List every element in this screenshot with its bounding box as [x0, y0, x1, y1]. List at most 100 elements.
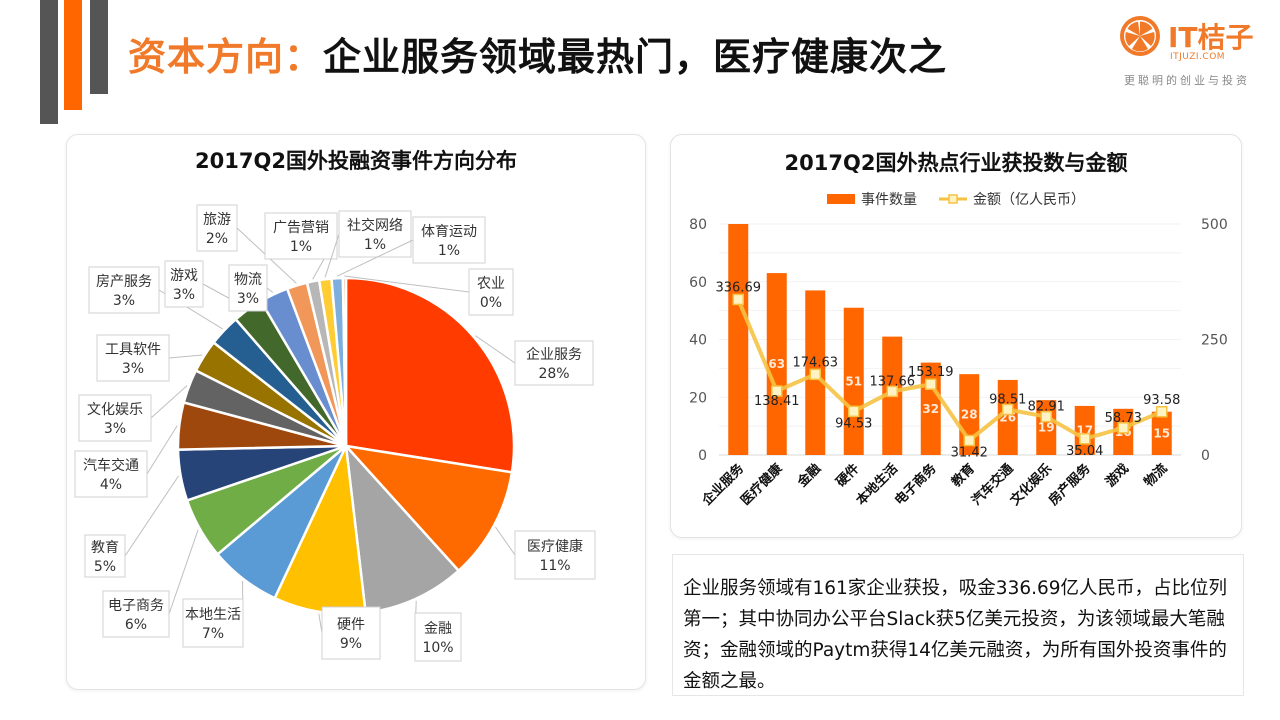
pie-label-name: 本地生活 [185, 607, 241, 623]
line-marker [1156, 406, 1168, 418]
pie-leader-line [318, 613, 323, 634]
x-category-label: 教育 [948, 461, 978, 491]
pie-label-name: 农业 [477, 276, 505, 292]
pie-chart-panel: 2017Q2国外投融资事件方向分布 企业服务 28% 医疗健康 11% 金融 10% 硬件 9… [66, 134, 646, 690]
pie-slice [342, 444, 514, 573]
legend-label-count: 事件数量 [861, 192, 917, 208]
line-marker [1117, 422, 1129, 434]
pie-leader-line [344, 275, 470, 293]
line-marker [886, 385, 898, 398]
line-value-label: 35.04 [1066, 444, 1103, 459]
pie-label-box [514, 530, 596, 580]
page-title: 资本方向：企业服务领域最热门，医疗健康次之 [128, 26, 947, 81]
pie-label-percent: 4% [100, 477, 122, 493]
line-value-label: 153.19 [908, 365, 954, 380]
pie-label-percent: 5% [94, 559, 116, 575]
line-marker [848, 405, 860, 418]
pie-chart: 企业服务 28% 医疗健康 11% 金融 10% 硬件 9% 本地生活 7% 电子商务 6% 教育 5% 汽… [74, 204, 596, 662]
legend-item-amount: 金额（亿人民币） [939, 189, 1085, 209]
logo-name: IT桔子 [1168, 21, 1254, 54]
summary-text: 企业服务领域有161家企业获投，吸金336.69亿人民币，占比位列第一；其中协同… [672, 554, 1244, 696]
pie-leader-line [266, 287, 274, 293]
pie-label-box [468, 268, 514, 316]
bar [766, 273, 787, 455]
pie-label-percent: 6% [125, 617, 147, 633]
x-category-label: 游戏 [1102, 461, 1132, 491]
line-value-label: 93.58 [1143, 393, 1180, 408]
legend-item-count: 事件数量 [827, 189, 917, 209]
bar-chart-title: 2017Q2国外热点行业获投数与金额 [784, 151, 1128, 175]
line-marker [1002, 403, 1014, 416]
pie-label-box [74, 450, 148, 498]
decoration-bar-orange [64, 0, 82, 110]
y-left-tick-label: 60 [689, 275, 707, 291]
y-left-tick-label: 20 [689, 390, 707, 406]
y-left-tick-label: 40 [689, 333, 707, 349]
pie-label-name: 企业服务 [526, 346, 582, 363]
pie-leader-line [168, 354, 203, 359]
pie-label-name: 社交网络 [347, 217, 403, 234]
pie-leader-line [495, 526, 516, 556]
bar-value-label: 19 [1038, 421, 1055, 435]
pie-label-name: 工具软件 [105, 342, 161, 358]
bar-value-label: 28 [961, 408, 978, 422]
line-value-label: 138.41 [754, 394, 800, 409]
pie-label-box [182, 598, 244, 648]
line-value-label: 137.66 [870, 374, 916, 389]
pie-label-box [228, 264, 268, 312]
pie-leader-line [150, 385, 188, 419]
pie-chart-title: 2017Q2国外投融资事件方向分布 [195, 149, 517, 173]
x-category-label: 医疗健康 [737, 460, 786, 509]
y-right-tick-label: 0 [1201, 448, 1210, 464]
page-title-main: 企业服务领域最热门，医疗健康次之 [323, 35, 948, 79]
pie-label-name: 游戏 [170, 268, 198, 284]
legend-line-swatch [939, 194, 967, 204]
x-category-label: 硬件 [833, 461, 863, 491]
pie-label-box [78, 394, 152, 442]
decoration-bar-gray-short [90, 0, 108, 94]
x-category-label: 电子商务 [891, 460, 940, 509]
line-value-label: 336.69 [716, 280, 762, 295]
x-category-label: 物流 [1141, 461, 1171, 491]
bar [843, 307, 864, 455]
pie-label-percent: 0% [480, 295, 502, 311]
line-value-label: 58.73 [1105, 411, 1142, 426]
logo-domain: ITJUZI.COM [1170, 52, 1226, 62]
pie-label-percent: 3% [104, 421, 126, 437]
pie-label-box [88, 266, 160, 314]
pie-label-box [196, 204, 238, 252]
line-value-label: 31.42 [951, 445, 988, 460]
pie-label-name: 广告营销 [273, 220, 329, 236]
bar-value-label: 63 [768, 357, 785, 371]
legend-bar-swatch [827, 194, 855, 204]
pie-label-percent: 11% [539, 558, 570, 574]
pie-leader-line [475, 335, 516, 364]
pie-slice [344, 276, 516, 474]
orange-slice-icon [1120, 16, 1160, 56]
x-category-label: 企业服务 [698, 460, 747, 509]
y-left-tick-label: 0 [698, 448, 707, 464]
pie-label-percent: 10% [422, 640, 453, 656]
pie-label-percent: 1% [290, 239, 312, 255]
pie-label-name: 物流 [234, 272, 262, 288]
bar-value-label: 51 [845, 374, 862, 388]
pie-label-box [321, 606, 381, 660]
line-marker [963, 434, 975, 447]
pie-label-percent: 3% [113, 293, 135, 309]
logo-slogan: 更聪明的创业与投资 [1124, 74, 1250, 87]
pie-label-percent: 28% [538, 366, 569, 382]
line-marker [925, 378, 937, 390]
x-category-label: 本地生活 [853, 461, 901, 509]
y-right-tick-label: 500 [1201, 217, 1228, 233]
line-value-label: 82.91 [1028, 400, 1065, 415]
x-category-label: 房产服务 [1045, 460, 1094, 509]
pie-label-name: 教育 [91, 540, 119, 556]
pie-label-box [164, 260, 204, 308]
pie-leader-line [124, 475, 180, 557]
line-value-label: 98.51 [989, 392, 1026, 407]
line-marker [732, 293, 744, 306]
brand-logo: IT桔子 ITJUZI.COM 更聪明的创业与投资 [1118, 10, 1268, 90]
decoration-bar-gray [40, 0, 58, 124]
pie-label-name: 电子商务 [108, 598, 164, 614]
pie-label-percent: 9% [340, 636, 362, 652]
